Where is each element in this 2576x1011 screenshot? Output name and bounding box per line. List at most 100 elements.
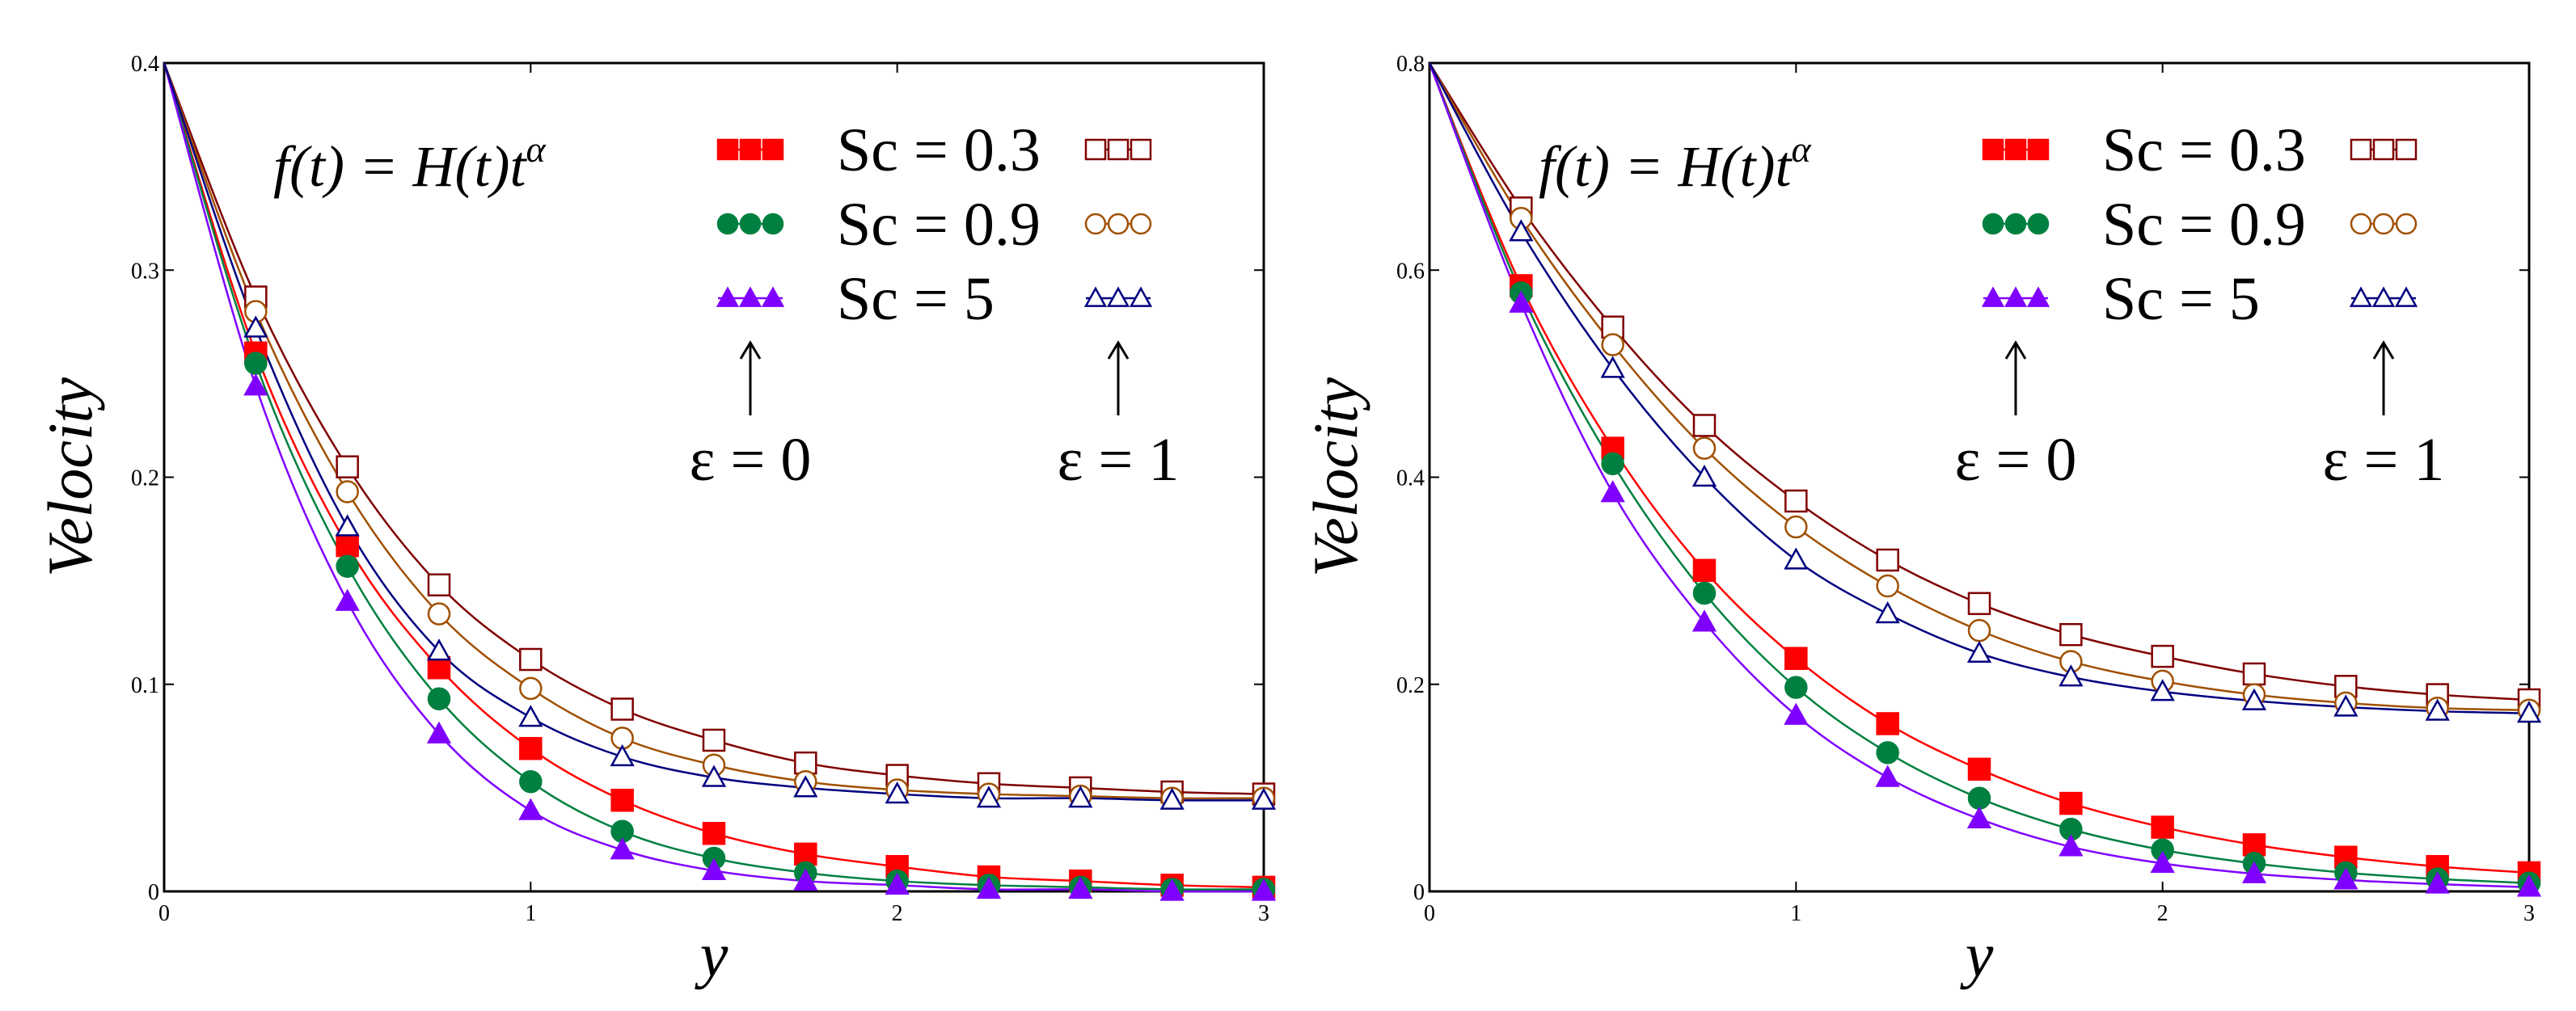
y-tick-label: 0.1 xyxy=(131,673,159,698)
x-tick-label: 2 xyxy=(2157,901,2168,926)
data-point-s3 xyxy=(1784,702,1809,725)
data-point-s3 xyxy=(610,837,635,860)
data-point-s1 xyxy=(702,822,726,845)
legend-marker-eps1-3 xyxy=(1129,286,1153,307)
series-line-1 xyxy=(163,62,1265,889)
data-point-s1 xyxy=(610,789,634,812)
panel-1: 0 1 2 3 0 0.1 0.2 0.3 0.4 y Velocity f(t) = H(t)tα S… xyxy=(35,52,1277,990)
y-axis-label: Velocity xyxy=(35,377,105,577)
data-point-s6 xyxy=(2333,694,2359,717)
data-point-s6 xyxy=(610,744,635,767)
data-point-s6 xyxy=(885,781,910,804)
y-tick-label: 0.3 xyxy=(131,259,159,284)
data-point-s5 xyxy=(1692,436,1717,460)
y-tick-label: 0.2 xyxy=(1396,673,1425,698)
data-point-s3 xyxy=(793,868,818,891)
legend-label-2: Sc = 0.9 xyxy=(837,191,1041,259)
data-point-s4 xyxy=(1692,414,1717,437)
formula-annotation: f(t) = H(t)tα xyxy=(273,128,547,199)
label-eps1: ε = 1 xyxy=(1058,426,1180,494)
panel-2: 0 1 2 3 0 0.2 0.4 0.6 0.8 y Velocity f(t) = H(t)tα S… xyxy=(1300,52,2542,990)
data-point-s3 xyxy=(2059,834,2084,857)
legend-marker-eps1-3 xyxy=(2349,286,2373,307)
legend-marker-eps1-1 xyxy=(2350,138,2372,161)
data-point-s4 xyxy=(702,728,726,752)
data-point-s3 xyxy=(1966,806,1992,828)
data-point-s6 xyxy=(518,705,543,727)
data-point-s1 xyxy=(519,736,543,760)
data-point-s2 xyxy=(1967,786,1991,810)
arrowhead-eps1 xyxy=(1107,340,1130,360)
series-line-2 xyxy=(1428,62,2530,884)
data-point-s4 xyxy=(2242,662,2266,686)
data-point-s2 xyxy=(1601,452,1624,476)
y-tick-label: 0.2 xyxy=(131,466,159,491)
y-tick-label: 0 xyxy=(148,880,159,905)
data-point-s6 xyxy=(426,638,452,661)
x-tick-label: 0 xyxy=(158,901,170,926)
data-point-s4 xyxy=(2059,623,2083,647)
data-point-s6 xyxy=(2516,701,2542,723)
data-point-s5 xyxy=(519,676,543,701)
data-point-s6 xyxy=(2425,698,2450,721)
legend-marker-eps1-1 xyxy=(2395,138,2418,161)
data-point-s3 xyxy=(1251,878,1277,901)
data-point-s5 xyxy=(1601,333,1624,356)
data-point-s3 xyxy=(335,588,360,611)
x-axis-label: y xyxy=(695,920,728,990)
data-point-s4 xyxy=(519,647,543,672)
data-point-s4 xyxy=(1784,489,1808,513)
data-point-s6 xyxy=(976,786,1002,808)
series-line-1 xyxy=(1428,62,2530,874)
data-point-s3 xyxy=(2150,850,2175,874)
data-point-s2 xyxy=(1876,741,1899,765)
legend-marker-eps1-3 xyxy=(1106,286,1130,307)
data-point-s3 xyxy=(518,798,543,820)
data-point-s6 xyxy=(2059,664,2084,687)
data-point-s6 xyxy=(1966,640,1992,663)
arrowhead-eps1 xyxy=(2372,340,2395,360)
data-point-s2 xyxy=(1692,581,1717,605)
data-point-s4 xyxy=(1967,592,1991,616)
data-point-s3 xyxy=(2333,867,2359,890)
data-point-s6 xyxy=(1784,547,1809,570)
data-point-s6 xyxy=(1159,787,1185,810)
legend-marker-eps1-1 xyxy=(1084,138,1107,161)
data-point-s1 xyxy=(336,533,359,558)
legend-marker-eps1-2 xyxy=(1084,213,1107,235)
data-point-s3 xyxy=(1600,480,1625,503)
data-point-s6 xyxy=(243,315,268,338)
legend-marker-eps1-3 xyxy=(2394,286,2418,307)
data-point-s6 xyxy=(1509,219,1534,242)
y-tick-label: 0 xyxy=(1413,880,1425,905)
x-tick-label: 3 xyxy=(2523,901,2535,926)
data-point-s6 xyxy=(2150,679,2175,701)
y-tick-label: 0.4 xyxy=(131,52,159,77)
data-point-s3 xyxy=(976,876,1002,899)
y-tick-label: 0.8 xyxy=(1396,52,1425,77)
series-line-5 xyxy=(163,62,1265,800)
data-point-s3 xyxy=(2241,861,2267,883)
data-point-s1 xyxy=(2151,815,2174,839)
legend-marker-eps1-2 xyxy=(2350,213,2372,235)
x-tick-label: 1 xyxy=(525,901,536,926)
data-point-s1 xyxy=(1692,558,1717,583)
x-axis-label: y xyxy=(1960,920,1994,990)
data-point-s1 xyxy=(794,842,817,866)
data-point-s4 xyxy=(427,573,451,596)
arrowhead-eps0 xyxy=(739,340,762,360)
y-tick-label: 0.4 xyxy=(1396,466,1425,491)
data-point-s3 xyxy=(243,373,268,396)
series-line-3 xyxy=(1428,62,2530,889)
legend-label-2: Sc = 0.9 xyxy=(2102,191,2306,259)
x-tick-label: 3 xyxy=(1258,901,1269,926)
data-point-s5 xyxy=(427,602,451,626)
legend-label-1: Sc = 0.3 xyxy=(2102,116,2306,184)
data-point-s3 xyxy=(1068,876,1093,899)
data-point-s6 xyxy=(1600,356,1625,378)
legend-marker-eps1-2 xyxy=(1107,213,1130,235)
data-point-s6 xyxy=(1691,464,1717,487)
data-point-s4 xyxy=(610,697,634,721)
data-point-s3 xyxy=(426,721,452,744)
data-point-s1 xyxy=(2059,791,2083,815)
